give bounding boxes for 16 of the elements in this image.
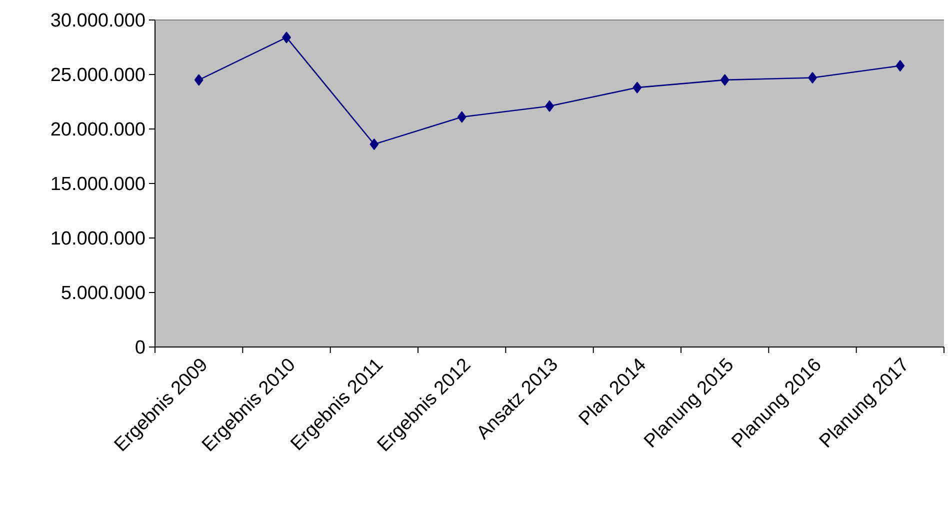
point	[545, 100, 554, 112]
y-tick-label: 0	[136, 340, 145, 354]
y-tick-label: 10.000.000	[52, 231, 145, 245]
point	[194, 74, 204, 86]
point	[282, 32, 291, 44]
point	[896, 60, 905, 72]
point	[457, 111, 466, 123]
point	[370, 138, 379, 150]
y-tick-label: 20.000.000	[51, 122, 145, 136]
y-tick-label: 30.000.000	[51, 13, 145, 27]
y-tick-label: 5.000.000	[62, 286, 145, 300]
point	[808, 72, 817, 84]
point	[632, 82, 642, 94]
y-tick-label: 25.000.000	[51, 68, 145, 82]
point	[720, 74, 730, 86]
y-tick-label: 15.000.000	[52, 176, 145, 190]
